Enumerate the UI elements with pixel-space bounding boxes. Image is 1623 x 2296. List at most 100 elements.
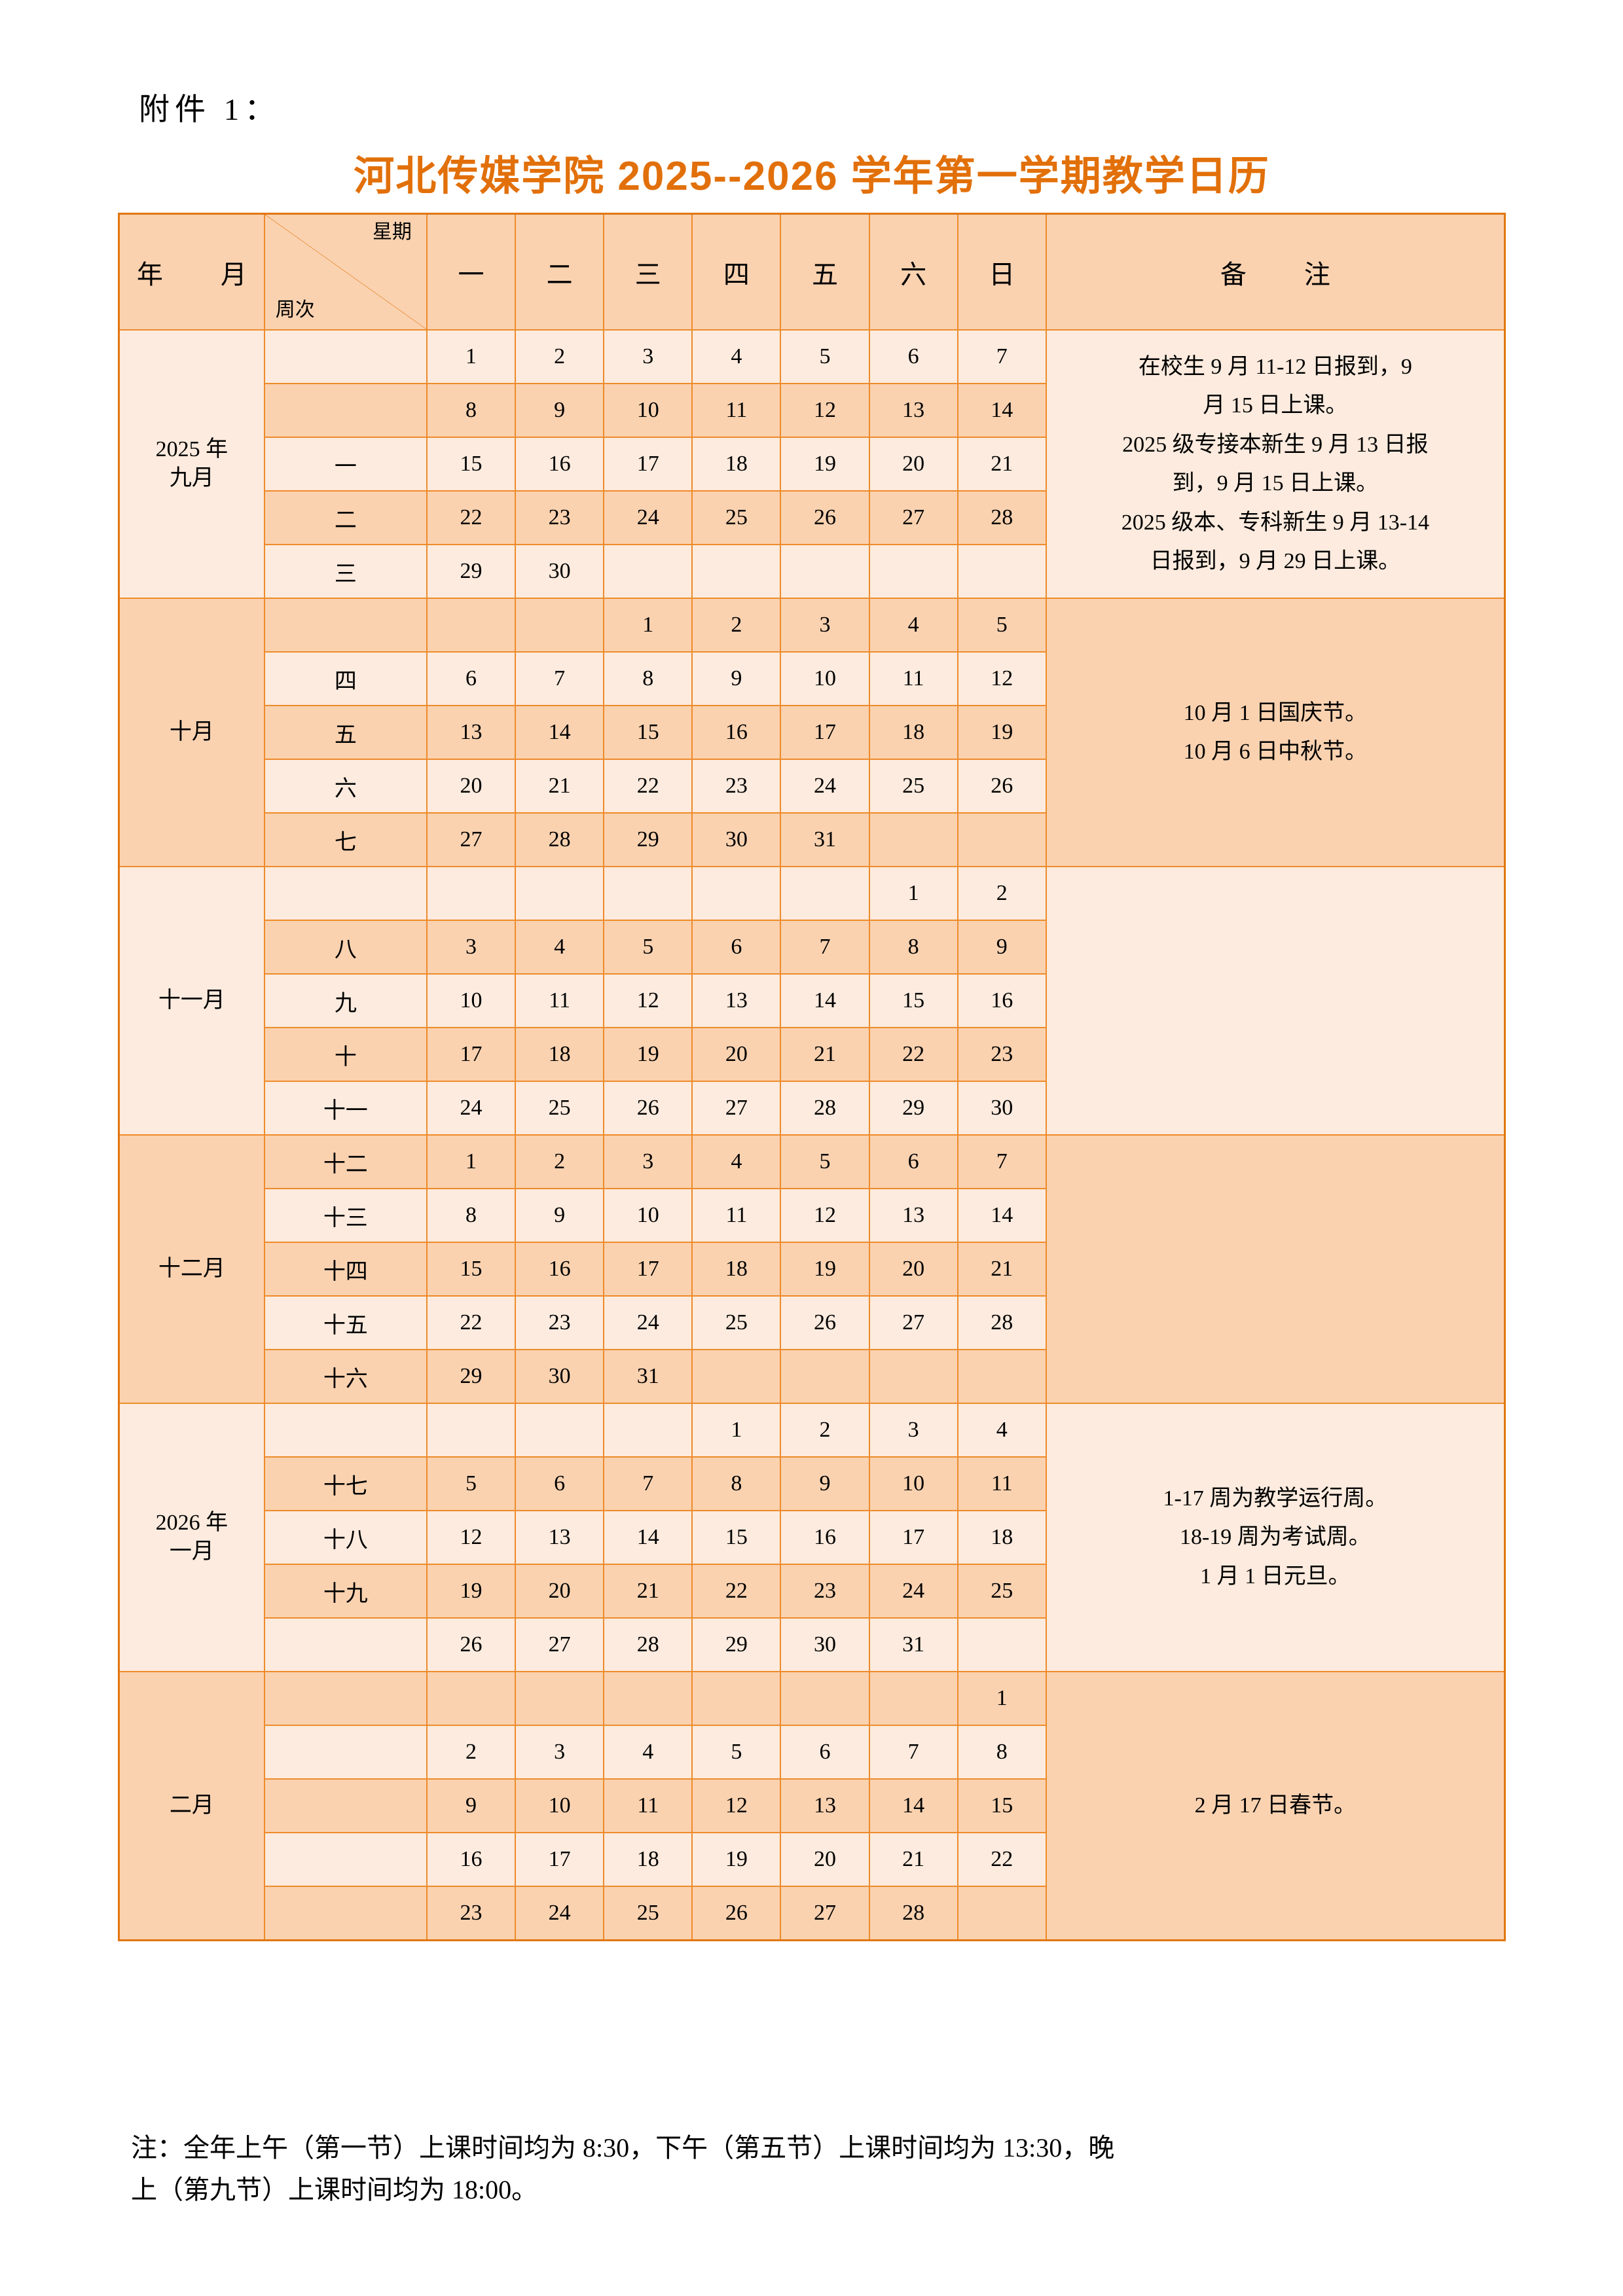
- day-cell: 18: [957, 1510, 1047, 1565]
- header-day-3: 三: [603, 213, 693, 331]
- week-number-cell: [263, 329, 428, 384]
- day-cell: 3: [603, 1134, 693, 1189]
- day-cell: 6: [515, 1456, 605, 1511]
- day-cell: 13: [780, 1778, 870, 1833]
- table-row: 2025 年九月 1 2 3 4 5 6 7 在校生 9 月 11-12 日报到，9 月 15 日…: [118, 329, 1506, 599]
- day-cell: [603, 1403, 693, 1458]
- academic-calendar-table-wrapper: 年 月星期 周次一二三四五六日备 注 2025 年九月 1 2 3 4 5 6 7 在校生 9 月 …: [118, 213, 1506, 1941]
- month-label-line-1: 十月: [169, 720, 214, 745]
- header-day-4: 四: [691, 213, 782, 331]
- day-cell: 13: [868, 1188, 958, 1243]
- day-cell: 31: [780, 812, 870, 867]
- remarks-cell-2025-10: 10 月 1 日国庆节。 10 月 6 日中秋节。: [1045, 598, 1506, 867]
- header-day-7: 日: [957, 213, 1047, 331]
- day-cell: 17: [603, 1242, 693, 1297]
- day-cell: 27: [691, 1081, 782, 1136]
- day-cell: [780, 544, 870, 599]
- day-cell: 16: [515, 1242, 605, 1297]
- footer-note-line-2: 上（第九节）上课时间均为 18:00。: [131, 2175, 538, 2204]
- week-number-cell: [263, 1671, 428, 1726]
- day-cell: 11: [603, 1778, 693, 1833]
- week-number-cell: 十七: [263, 1456, 428, 1511]
- day-cell: 14: [957, 1188, 1047, 1243]
- day-cell: 13: [691, 973, 782, 1028]
- day-cell: 28: [868, 1886, 958, 1941]
- remark-line: 月 15 日上课。: [1203, 393, 1348, 418]
- day-cell: 30: [691, 812, 782, 867]
- week-number-cell: 十八: [263, 1510, 428, 1565]
- week-number-cell: 十六: [263, 1349, 428, 1404]
- day-cell: 14: [515, 705, 605, 760]
- day-cell: [957, 1617, 1047, 1672]
- day-cell: [957, 812, 1047, 867]
- day-cell: [780, 1349, 870, 1404]
- day-cell: 10: [603, 1188, 693, 1243]
- day-cell: 2: [780, 1403, 870, 1458]
- table-row: 23 24 25 26 27 28: [119, 1886, 1505, 1941]
- day-cell: 14: [957, 383, 1047, 438]
- day-cell: 10: [515, 1778, 605, 1833]
- day-cell: 12: [426, 1510, 517, 1565]
- day-cell: 15: [426, 1242, 517, 1297]
- day-cell: 4: [957, 1403, 1047, 1458]
- week-number-cell: [263, 1725, 428, 1780]
- remarks-cell-2025-11: [1045, 866, 1506, 1136]
- day-cell: 20: [426, 759, 517, 814]
- day-cell: 28: [957, 1295, 1047, 1350]
- remarks-cell-2025-09: 在校生 9 月 11-12 日报到，9 月 15 日上课。 2025 级专接本新生 …: [1045, 329, 1506, 599]
- day-cell: [780, 866, 870, 921]
- day-cell: [603, 544, 693, 599]
- header-day-5: 五: [780, 213, 870, 331]
- day-cell: 6: [868, 329, 958, 384]
- remark-line: 2025 级专接本新生 9 月 13 日报: [1122, 432, 1429, 457]
- day-cell: 25: [868, 759, 958, 814]
- day-cell: [515, 1403, 605, 1458]
- day-cell: 31: [603, 1349, 693, 1404]
- week-number-cell: 十: [263, 1027, 428, 1082]
- day-cell: 9: [515, 383, 605, 438]
- day-cell: 4: [515, 920, 605, 975]
- day-cell: 1: [426, 1134, 517, 1189]
- day-cell: 11: [868, 651, 958, 706]
- day-cell: 3: [426, 920, 517, 975]
- remark-line: 到，9 月 15 日上课。: [1172, 471, 1379, 495]
- day-cell: 18: [603, 1832, 693, 1887]
- day-cell: 7: [957, 1134, 1047, 1189]
- day-cell: 7: [603, 1456, 693, 1511]
- day-cell: 12: [603, 973, 693, 1028]
- day-cell: 24: [868, 1564, 958, 1619]
- day-cell: 11: [691, 383, 782, 438]
- day-cell: 25: [691, 490, 782, 545]
- day-cell: 28: [603, 1617, 693, 1672]
- day-cell: 27: [868, 490, 958, 545]
- day-cell: 5: [780, 1134, 870, 1189]
- day-cell: 3: [780, 598, 870, 653]
- day-cell: 8: [426, 1188, 517, 1243]
- day-cell: 30: [515, 544, 605, 599]
- day-cell: 22: [691, 1564, 782, 1619]
- day-cell: 6: [426, 651, 517, 706]
- day-cell: 8: [426, 383, 517, 438]
- header-day-6: 六: [868, 213, 958, 331]
- week-number-cell: [263, 1886, 428, 1941]
- day-cell: 21: [780, 1027, 870, 1082]
- day-cell: [426, 598, 517, 653]
- remarks-cell-2025-12: [1045, 1134, 1506, 1404]
- day-cell: 22: [426, 490, 517, 545]
- day-cell: [868, 1349, 958, 1404]
- day-cell: [515, 866, 605, 921]
- day-cell: [426, 866, 517, 921]
- day-cell: 7: [515, 651, 605, 706]
- day-cell: 16: [515, 437, 605, 492]
- day-cell: [957, 1886, 1047, 1941]
- day-cell: [691, 1671, 782, 1726]
- day-cell: 14: [780, 973, 870, 1028]
- day-cell: 26: [780, 1295, 870, 1350]
- week-number-cell: 九: [263, 973, 428, 1028]
- day-cell: 17: [868, 1510, 958, 1565]
- day-cell: 26: [957, 759, 1047, 814]
- day-cell: 20: [691, 1027, 782, 1082]
- day-cell: 12: [691, 1778, 782, 1833]
